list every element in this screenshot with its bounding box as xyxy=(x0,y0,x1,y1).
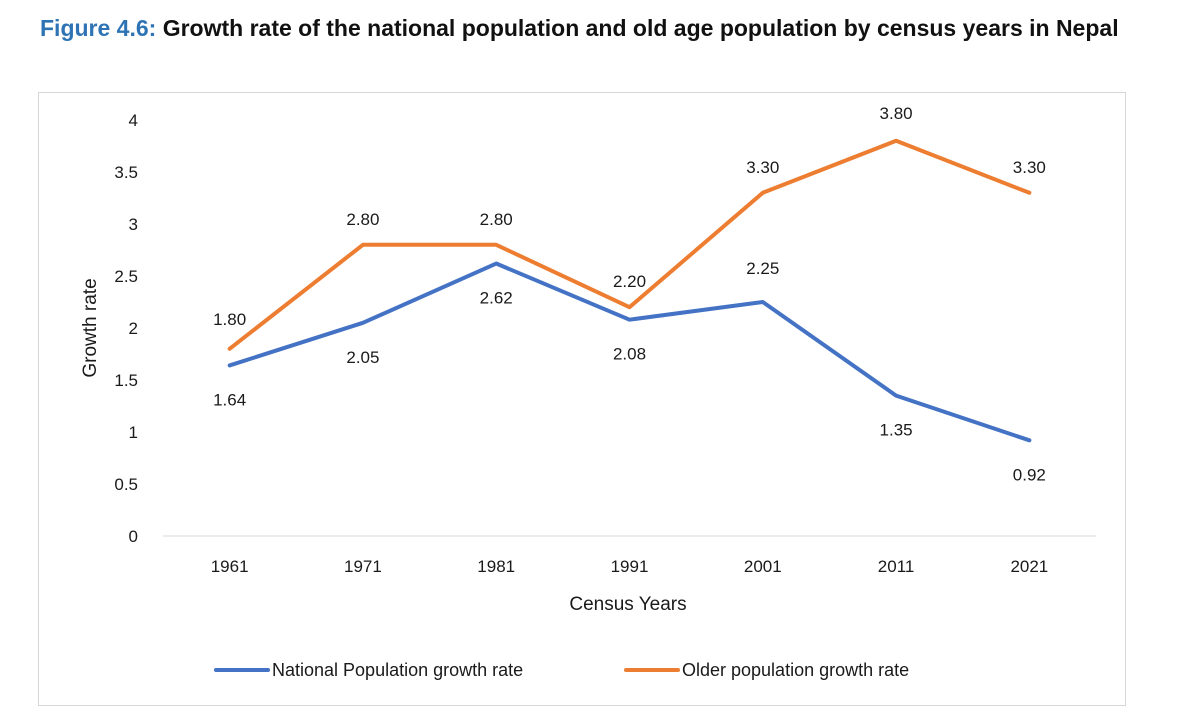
x-tick-label: 2021 xyxy=(1010,557,1048,576)
data-label-national: 0.92 xyxy=(1013,465,1046,484)
data-label-older: 3.80 xyxy=(880,104,913,123)
data-label-national: 2.05 xyxy=(346,348,379,367)
legend-label-older: Older population growth rate xyxy=(682,660,909,680)
data-label-older: 1.80 xyxy=(213,310,246,329)
y-tick-label: 0.5 xyxy=(114,475,138,494)
x-tick-label: 1961 xyxy=(211,557,249,576)
figure-label: Figure 4.6: xyxy=(40,15,157,41)
y-tick-label: 0 xyxy=(129,527,138,546)
data-label-older: 3.30 xyxy=(746,158,779,177)
chart-frame xyxy=(38,92,1126,706)
data-label-national: 1.64 xyxy=(213,390,246,409)
data-label-national: 2.08 xyxy=(613,345,646,364)
x-tick-label: 1991 xyxy=(611,557,649,576)
y-tick-label: 3.5 xyxy=(114,163,138,182)
data-label-national: 1.35 xyxy=(880,421,913,440)
data-label-older: 2.80 xyxy=(346,210,379,229)
y-tick-label: 2 xyxy=(129,319,138,338)
x-tick-label: 1971 xyxy=(344,557,382,576)
y-tick-label: 1.5 xyxy=(114,371,138,390)
x-tick-label: 2011 xyxy=(878,557,915,576)
data-label-national: 2.62 xyxy=(480,289,513,308)
data-label-older: 3.30 xyxy=(1013,158,1046,177)
series-line-national xyxy=(227,261,1032,443)
y-tick-label: 1 xyxy=(129,423,138,442)
y-tick-label: 4 xyxy=(129,111,138,130)
y-tick-label: 2.5 xyxy=(114,267,138,286)
series-line-older xyxy=(227,138,1032,351)
data-label-older: 2.80 xyxy=(480,210,513,229)
data-label-national: 2.25 xyxy=(746,259,779,278)
y-tick-label: 3 xyxy=(129,215,138,234)
legend-label-national: National Population growth rate xyxy=(272,660,523,680)
x-axis-title: Census Years xyxy=(569,594,686,615)
figure-caption: Figure 4.6: Growth rate of the national … xyxy=(40,10,1160,46)
y-axis-title: Growth rate xyxy=(80,278,101,377)
x-tick-label: 1981 xyxy=(477,557,515,576)
data-label-older: 2.20 xyxy=(613,272,646,291)
figure-title: Growth rate of the national population a… xyxy=(162,15,1119,41)
x-tick-label: 2001 xyxy=(744,557,782,576)
